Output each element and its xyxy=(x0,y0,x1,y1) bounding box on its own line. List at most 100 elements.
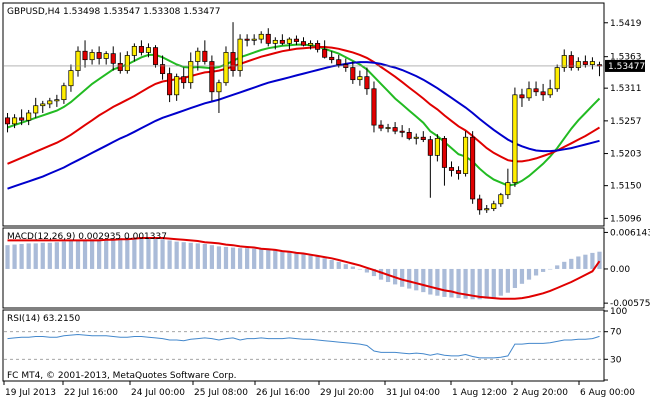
time-tick-label: 22 Jul 16:00 xyxy=(64,388,118,398)
rsi-tick-label: 70 xyxy=(610,328,622,338)
rsi-panel-frame xyxy=(2,309,605,382)
macd-bar xyxy=(576,256,581,269)
ma-line-ma-mid xyxy=(7,46,601,165)
macd-bar xyxy=(230,247,236,269)
candle xyxy=(19,109,25,126)
candle-body-bear xyxy=(533,88,539,93)
current-price-box xyxy=(605,59,645,72)
candle xyxy=(477,194,483,215)
candle-body-bull xyxy=(308,43,314,46)
macd-bar xyxy=(371,268,377,277)
macd-bar xyxy=(357,268,362,270)
candle xyxy=(554,64,560,92)
macd-bar xyxy=(590,252,595,269)
macd-bar xyxy=(428,268,433,295)
macd-bar xyxy=(237,248,243,269)
candle xyxy=(575,57,581,71)
candle-body-bear xyxy=(4,117,11,125)
candle-body-bull xyxy=(561,55,567,68)
macd-bar xyxy=(266,249,271,269)
macd-bar xyxy=(414,268,419,291)
macd-bar xyxy=(259,249,264,269)
ma-line-ma-slow xyxy=(7,61,600,190)
macd-bar xyxy=(89,239,95,269)
candle-body-bull xyxy=(47,100,53,105)
macd-bar xyxy=(512,268,518,288)
candle xyxy=(293,35,299,46)
candle xyxy=(216,79,222,113)
candle-body-bull xyxy=(272,39,278,44)
candle xyxy=(195,47,201,71)
macd-bar xyxy=(174,241,179,269)
candle-body-bear xyxy=(152,47,159,65)
time-axis: 19 Jul 2013 22 Jul 16:00 24 Jul 00:00 25 Ju… xyxy=(3,381,635,398)
candle xyxy=(448,161,455,177)
candle-body-bear xyxy=(540,91,546,96)
candle-body-bear xyxy=(378,124,384,129)
candle-body-bear xyxy=(427,139,433,156)
candle xyxy=(110,46,116,71)
candle-body-bull xyxy=(498,194,504,205)
macd-bar xyxy=(526,268,532,280)
candle xyxy=(463,131,469,177)
rsi-panel-label: RSI(14) 63.2150 xyxy=(7,314,80,324)
macd-bar xyxy=(407,268,412,289)
macd-panel-frame xyxy=(2,227,605,309)
macd-bar xyxy=(167,240,172,269)
candle xyxy=(145,43,151,58)
candle xyxy=(505,168,511,199)
macd-bar xyxy=(40,242,45,269)
candle xyxy=(40,100,46,113)
rsi-tick-label: 30 xyxy=(610,355,622,365)
candle xyxy=(251,34,257,46)
price-tick-label: 1.5150 xyxy=(610,182,642,192)
macd-bar xyxy=(456,268,461,299)
candle-body-bear xyxy=(160,64,166,74)
candle xyxy=(117,52,123,74)
candle-body-bear xyxy=(82,50,88,61)
macd-bar xyxy=(519,268,525,284)
time-tick-label: 24 Jul 00:00 xyxy=(131,388,185,398)
time-tick-label: 31 Jul 04:00 xyxy=(386,388,440,398)
candle xyxy=(272,37,278,50)
macd-bar xyxy=(322,258,327,269)
macd-bar xyxy=(125,237,130,269)
candle xyxy=(322,40,328,59)
candle-body-bull xyxy=(188,61,194,84)
macd-bar xyxy=(75,240,81,269)
candle-body-bear xyxy=(336,59,342,65)
candle-body-bull xyxy=(589,61,595,65)
price-tick-label: 1.5203 xyxy=(610,150,642,160)
candle-body-bear xyxy=(329,56,335,61)
time-tick-label: 25 Jul 08:00 xyxy=(194,388,248,398)
candle xyxy=(470,131,476,204)
price-tick-label: 1.5096 xyxy=(610,214,642,224)
candle xyxy=(89,49,95,65)
macd-bar xyxy=(139,237,144,269)
candle-body-bull xyxy=(223,52,229,84)
candle-body-bear xyxy=(279,39,285,44)
candle xyxy=(413,133,419,145)
macd-bar xyxy=(463,268,468,299)
candle xyxy=(103,51,109,65)
candle-body-bull xyxy=(251,38,257,41)
candle-body-bear xyxy=(315,43,321,50)
candle-body-bear xyxy=(244,38,250,41)
candle xyxy=(279,34,285,46)
candle-body-bear xyxy=(406,132,412,139)
candle xyxy=(491,200,497,212)
candle xyxy=(244,34,250,47)
candle-body-bear xyxy=(322,49,328,58)
candle-body-bull xyxy=(26,112,32,121)
macd-bar xyxy=(68,241,74,269)
macd-bar xyxy=(181,242,186,269)
candle-body-bear xyxy=(96,52,102,59)
candle-body-bull xyxy=(89,52,95,61)
candle-body-bear xyxy=(300,41,307,46)
macd-bar xyxy=(132,237,137,269)
macd-bar xyxy=(505,268,510,293)
candle-body-bear xyxy=(265,33,271,44)
candle xyxy=(589,57,595,70)
macd-panel-label: MACD(12,26,9) 0.002935 0.001337 xyxy=(7,232,167,242)
